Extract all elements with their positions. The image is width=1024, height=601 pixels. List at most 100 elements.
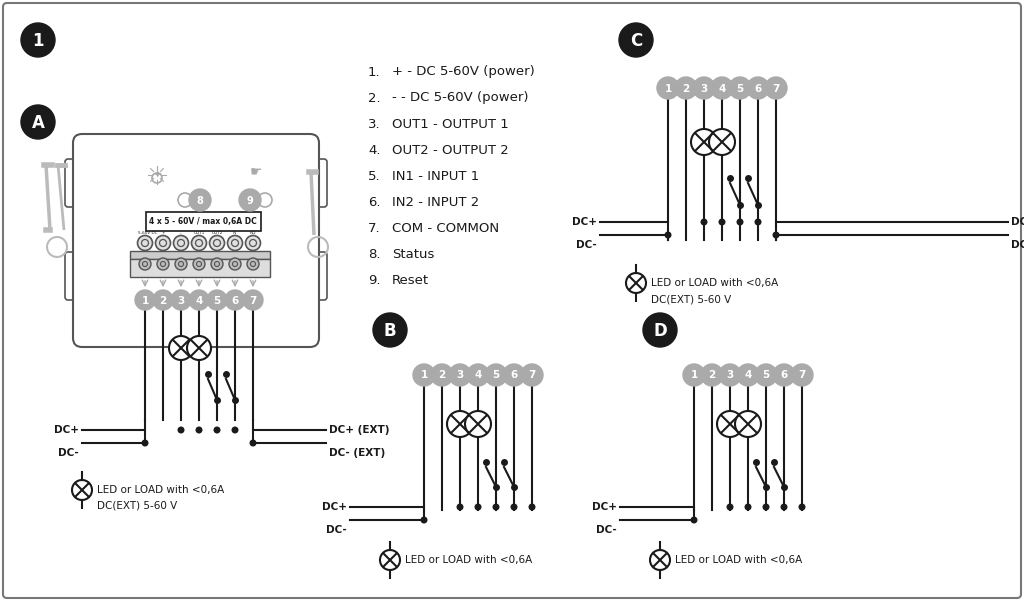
Circle shape [717,411,743,437]
Circle shape [173,236,188,251]
Text: OUT2 - OUTPUT 2: OUT2 - OUTPUT 2 [392,144,509,156]
Text: 1: 1 [32,31,44,49]
Text: 5: 5 [763,370,770,380]
FancyBboxPatch shape [130,259,270,277]
FancyBboxPatch shape [73,134,319,347]
Text: D: D [653,322,667,340]
Text: COM - COMMON: COM - COMMON [392,222,499,234]
Circle shape [799,504,805,510]
Text: ☛: ☛ [250,165,262,179]
Circle shape [735,411,761,437]
Text: DC-: DC- [577,240,597,250]
Text: 4.: 4. [368,144,381,156]
Ellipse shape [503,364,525,386]
Text: DC- (EXT): DC- (EXT) [1011,217,1024,227]
Text: 4 x 5 - 60V / max 0,6A DC: 4 x 5 - 60V / max 0,6A DC [150,217,257,226]
Circle shape [650,550,670,570]
Ellipse shape [683,364,705,386]
Text: Reset: Reset [392,273,429,287]
Text: 7.: 7. [368,222,381,234]
Circle shape [187,336,211,360]
Text: LED or LOAD with <0,6A: LED or LOAD with <0,6A [97,485,224,495]
Text: DC+: DC+ [592,502,617,512]
Text: IN1 - INPUT 1: IN1 - INPUT 1 [392,169,479,183]
Ellipse shape [189,290,209,310]
Circle shape [709,129,735,155]
Circle shape [529,504,535,510]
Circle shape [191,236,207,251]
Text: 5: 5 [736,84,743,94]
Ellipse shape [413,364,435,386]
Circle shape [666,232,671,238]
Text: 3.: 3. [368,118,381,130]
Text: +: + [161,231,165,235]
Circle shape [22,23,55,57]
Text: IN2: IN2 [250,231,256,235]
Circle shape [773,232,779,238]
Circle shape [169,336,193,360]
Text: ✦: ✦ [153,170,162,180]
Circle shape [421,517,427,523]
Circle shape [246,236,260,251]
Text: DC+: DC+ [54,425,79,435]
Circle shape [211,258,223,270]
Circle shape [457,504,463,510]
Text: 3: 3 [177,296,184,305]
Text: 7: 7 [528,370,536,380]
Circle shape [229,258,241,270]
Circle shape [494,504,499,510]
Circle shape [763,504,769,510]
Text: 1: 1 [421,370,428,380]
FancyBboxPatch shape [303,252,327,300]
Text: OUT2: OUT2 [211,231,222,235]
Text: DC(EXT) 5-60 V: DC(EXT) 5-60 V [651,294,731,304]
Ellipse shape [765,77,787,99]
Circle shape [691,129,717,155]
Circle shape [214,427,220,433]
FancyBboxPatch shape [303,159,327,207]
Text: 5.: 5. [368,169,381,183]
Text: 6: 6 [510,370,517,380]
Text: 2: 2 [160,296,167,305]
Text: 5: 5 [493,370,500,380]
Ellipse shape [153,290,173,310]
Ellipse shape [467,364,489,386]
Text: 2: 2 [709,370,716,380]
Circle shape [643,313,677,347]
Ellipse shape [693,77,715,99]
Circle shape [137,236,153,251]
Ellipse shape [737,364,759,386]
Ellipse shape [225,290,245,310]
Ellipse shape [755,364,777,386]
FancyBboxPatch shape [130,251,270,259]
Text: IN2 - INPUT 2: IN2 - INPUT 2 [392,195,479,209]
Text: DC+: DC+ [572,217,597,227]
Circle shape [250,440,256,446]
Text: DC-: DC- [596,525,617,535]
Text: 4: 4 [196,296,203,305]
Ellipse shape [711,77,733,99]
Text: + - DC 5-60V (power): + - DC 5-60V (power) [392,66,535,79]
Ellipse shape [135,290,155,310]
Text: DC-: DC- [58,448,79,458]
Text: 2.: 2. [368,91,381,105]
Ellipse shape [701,364,723,386]
Circle shape [247,258,259,270]
Text: 5-60V DC: 5-60V DC [138,231,158,235]
Circle shape [618,23,653,57]
Text: 2: 2 [438,370,445,380]
Text: 3: 3 [726,370,733,380]
Circle shape [475,504,481,510]
Text: 1: 1 [690,370,697,380]
Circle shape [142,440,147,446]
Circle shape [197,427,202,433]
Circle shape [232,427,238,433]
FancyBboxPatch shape [65,252,89,300]
Ellipse shape [207,290,227,310]
Text: A: A [32,114,44,132]
Ellipse shape [746,77,769,99]
Text: 3: 3 [457,370,464,380]
Circle shape [239,189,261,211]
Text: DC+ (EXT): DC+ (EXT) [329,425,389,435]
Circle shape [175,258,187,270]
